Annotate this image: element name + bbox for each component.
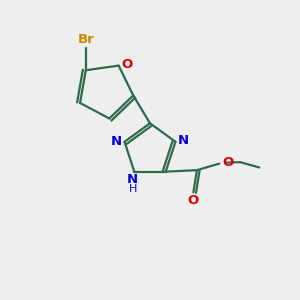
Text: N: N [178,134,189,147]
Text: N: N [127,173,138,187]
Text: N: N [111,135,122,148]
Text: Br: Br [77,33,94,46]
Text: O: O [122,58,133,70]
Text: O: O [222,156,233,169]
Text: H: H [129,184,137,194]
Text: O: O [188,194,199,207]
